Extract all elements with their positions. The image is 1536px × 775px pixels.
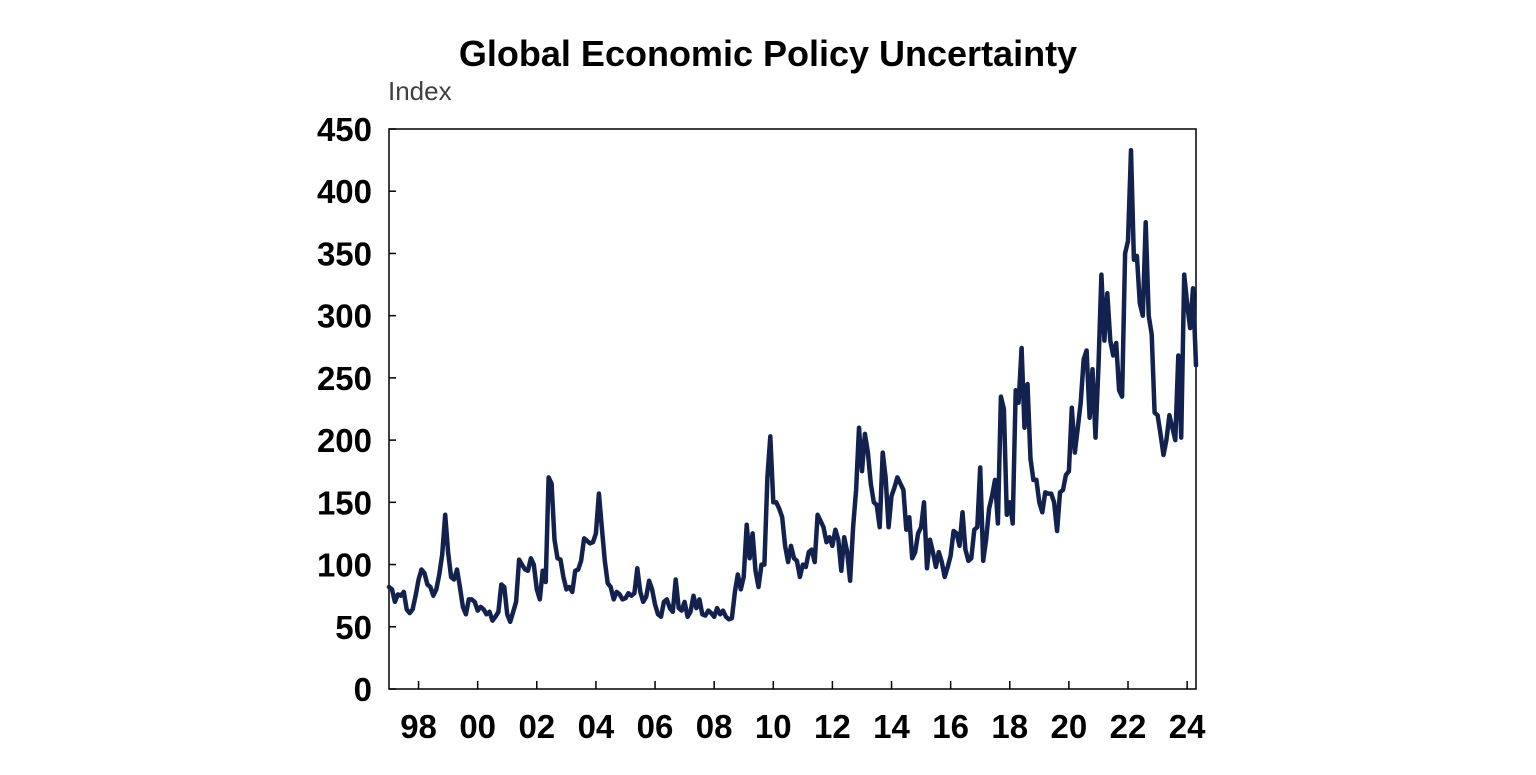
y-tick-label: 150 [317,484,372,521]
x-tick-label: 12 [814,708,851,745]
x-tick-label: 00 [459,708,496,745]
y-tick-label: 100 [317,547,372,584]
y-axis: 0 50 100 150 200 250 300 350 400 450 [317,111,396,708]
x-tick-label: 08 [696,708,733,745]
y-tick-label: 250 [317,360,372,397]
plot-area-frame [388,128,1197,690]
y-tick-label: 450 [317,111,372,148]
y-tick-label: 200 [317,422,372,459]
y-tick-label: 300 [317,298,372,335]
x-axis: 98 00 02 04 06 08 10 12 14 16 18 20 22 24 [400,681,1206,745]
x-tick-label: 10 [755,708,792,745]
x-tick-label: 04 [578,708,615,745]
chart-title: Global Economic Policy Uncertainty [459,33,1077,74]
x-tick-label: 06 [637,708,674,745]
x-tick-label: 16 [932,708,969,745]
x-tick-label: 24 [1169,708,1206,745]
x-tick-label: 98 [400,708,437,745]
x-tick-label: 02 [518,708,555,745]
x-tick-label: 18 [991,708,1028,745]
y-tick-label: 50 [335,609,372,646]
series-layer [386,147,1199,625]
y-tick-label: 350 [317,235,372,272]
y-tick-label: 0 [354,671,372,708]
y-tick-label: 400 [317,173,372,210]
x-tick-label: 20 [1051,708,1088,745]
series-line-0 [386,147,1199,625]
x-tick-label: 14 [873,708,910,745]
x-tick-label: 22 [1110,708,1147,745]
y-axis-unit-label: Index [388,76,452,106]
